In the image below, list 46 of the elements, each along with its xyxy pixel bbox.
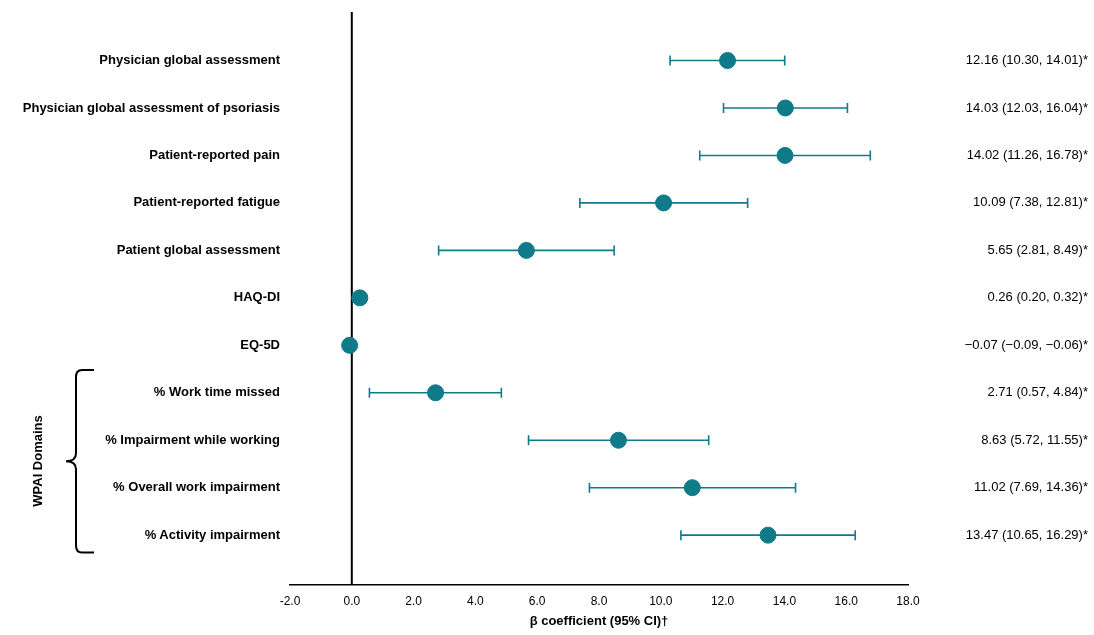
- data-label: 13.47 (10.65, 16.29)*: [965, 526, 1088, 542]
- point: [609, 431, 627, 449]
- y-tick-label: Patient-reported fatigue: [133, 194, 280, 210]
- y-tick-label: % Work time missed: [153, 384, 281, 400]
- point: [341, 336, 359, 354]
- x-tick-label: 0.0: [343, 593, 361, 608]
- y-tick-label: EQ-5D: [240, 336, 280, 352]
- data-label: 2.71 (0.57, 4.84)*: [987, 384, 1088, 400]
- x-tick-label: 4.0: [467, 593, 485, 608]
- y-tick-label: % Activity impairment: [144, 526, 281, 542]
- y-tick-label: % Impairment while working: [105, 431, 281, 447]
- x-tick-label: 10.0: [649, 593, 673, 608]
- point: [655, 194, 673, 212]
- point: [351, 289, 369, 307]
- data-label: 14.03 (12.03, 16.04)*: [965, 99, 1088, 115]
- point: [776, 99, 794, 117]
- data-label: 5.65 (2.81, 8.49)*: [987, 241, 1088, 257]
- x-tick-label: 6.0: [528, 593, 546, 608]
- data-label: 0.26 (0.20, 0.32)*: [987, 289, 1088, 305]
- y-tick-label: % Overall work impairment: [113, 479, 281, 495]
- data-label: −0.07 (−0.09, −0.06)*: [964, 336, 1088, 352]
- data-label: 14.02 (11.26, 16.78)*: [966, 147, 1088, 163]
- point: [719, 52, 737, 70]
- x-tick-label: -2.0: [279, 593, 301, 608]
- point: [759, 526, 777, 544]
- x-tick-label: 16.0: [834, 593, 859, 608]
- point: [776, 146, 794, 164]
- data-label: 10.09 (7.38, 12.81)*: [973, 194, 1088, 210]
- x-tick-label: 14.0: [772, 593, 797, 608]
- x-tick-label: 12.0: [710, 593, 735, 608]
- y-tick-label: Physician global assessment of psoriasis: [22, 99, 280, 115]
- data-label: 12.16 (10.30, 14.01)*: [965, 52, 1088, 68]
- y-tick-label: Physician global assessment: [99, 52, 281, 68]
- y-tick-label: Patient global assessment: [116, 241, 281, 257]
- x-tick-label: 18.0: [896, 593, 920, 608]
- data-label: 8.63 (5.72, 11.55)*: [981, 431, 1088, 447]
- data-label: 11.02 (7.69, 14.36)*: [974, 479, 1088, 495]
- y-tick-label: Patient-reported pain: [149, 147, 281, 163]
- x-tick-label: 2.0: [405, 593, 423, 608]
- y-tick-label: HAQ-DI: [233, 289, 280, 305]
- text: WPAI Domains: [29, 415, 45, 507]
- point: [517, 241, 535, 259]
- point: [427, 384, 445, 402]
- x-tick-label: 8.0: [590, 593, 608, 608]
- x-axis-title: β coefficient (95% CI)†: [529, 612, 669, 628]
- point: [683, 479, 701, 497]
